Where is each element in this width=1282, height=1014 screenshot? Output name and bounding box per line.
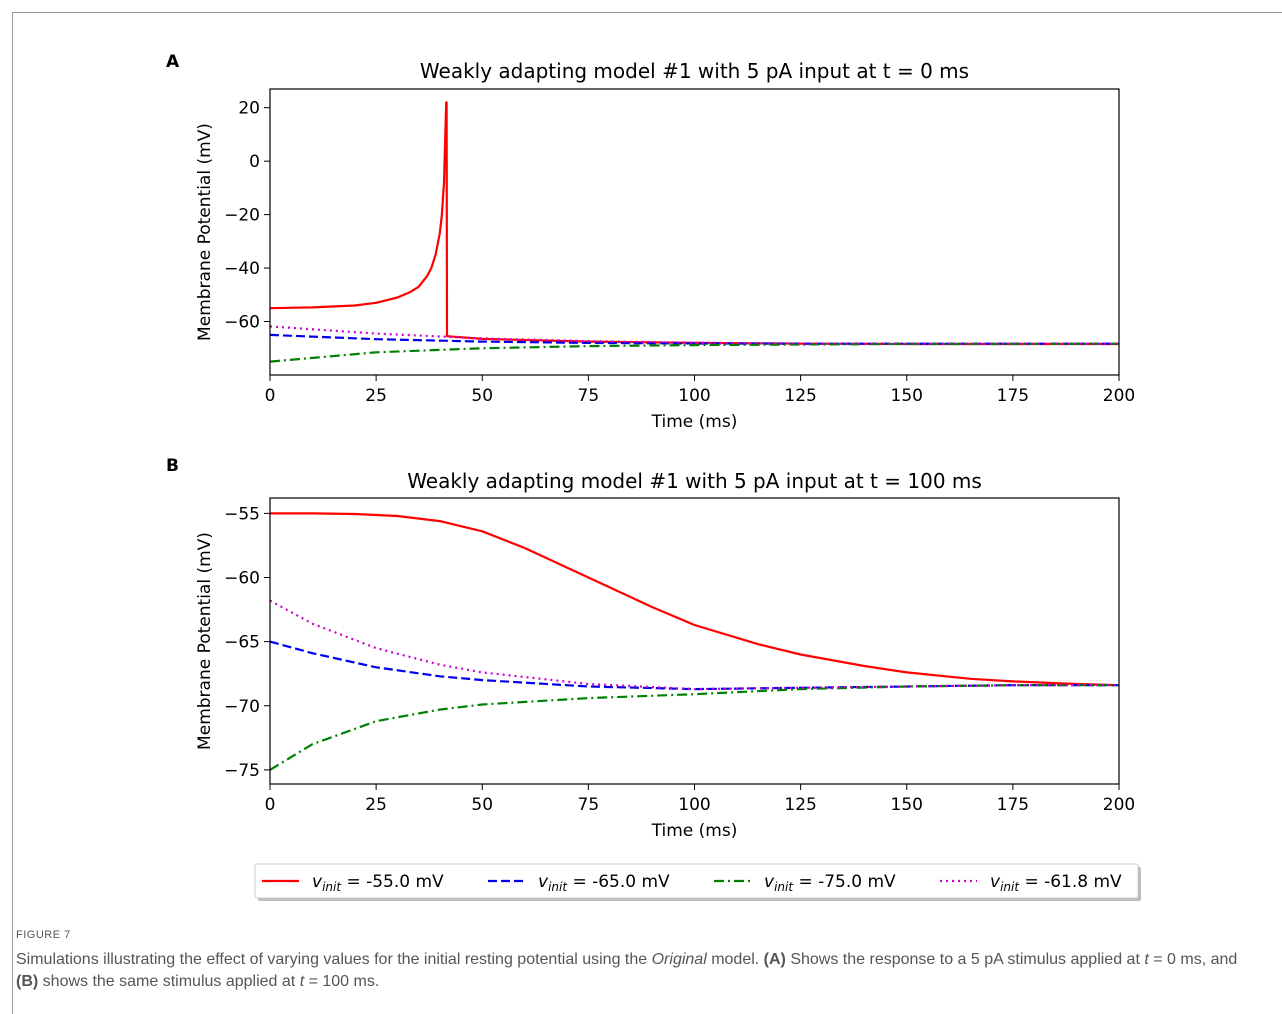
caption-bold-b: (B): [16, 973, 39, 990]
panel-b-series-2: [270, 684, 1119, 771]
caption-text-6: = 100 ms.: [304, 973, 380, 990]
panel-b-xtick-label: 75: [578, 795, 600, 815]
panel-a-series-2: [270, 342, 1119, 363]
panel-b-plot-frame: [269, 497, 1120, 785]
panel-a-ytick-label: 0: [249, 152, 260, 172]
legend-box: [254, 863, 1139, 899]
panel-b-series-3: [270, 599, 1119, 691]
caption-bold-a: (A): [763, 951, 786, 968]
panel-b-xlabel: Time (ms): [651, 821, 738, 841]
caption-text-1: Simulations illustrating the effect of v…: [16, 951, 652, 968]
panel-a-xtick-label: 25: [365, 386, 387, 406]
caption-text-5: shows the same stimulus applied at: [38, 973, 300, 990]
panel-a-xtick-label: 75: [578, 386, 600, 406]
panel-b-xtick-label: 25: [365, 795, 387, 815]
panel-b-ytick-label: −55: [224, 504, 260, 524]
panel-b-label: B: [166, 456, 179, 476]
panel-a-xtick-label: 0: [265, 386, 276, 406]
panel-b-xtick-label: 175: [997, 795, 1029, 815]
panel-b-ytick-label: −60: [224, 569, 260, 589]
panel-a-xtick-label: 50: [471, 386, 493, 406]
panel-a-series-3: [270, 325, 1119, 345]
panel-a-xtick-label: 125: [784, 386, 816, 406]
caption-italic: Original: [651, 951, 707, 968]
caption-text-4: = 0 ms, and: [1148, 951, 1238, 968]
panel-b-xtick-label: 100: [678, 795, 710, 815]
panel-a-ytick-label: −40: [224, 259, 260, 279]
caption-text-3: Shows the response to a 5 pA stimulus ap…: [785, 951, 1145, 968]
frame-border-top: [12, 12, 1282, 13]
panel-b-xtick-label: 125: [784, 795, 816, 815]
caption-t2: t: [299, 973, 305, 990]
panel-a-xtick-label: 175: [997, 386, 1029, 406]
legend-entry-1: vinit = -65.0 mV: [538, 872, 670, 894]
panel-a-plot-frame: [269, 88, 1120, 376]
panel-a-xtick-label: 100: [678, 386, 710, 406]
panel-a-ylabel: Membrane Potential (mV): [195, 123, 215, 341]
figure-label: FIGURE 7: [16, 929, 71, 941]
panel-b-series-1: [270, 640, 1119, 691]
panel-b-ytick-label: −65: [224, 633, 260, 653]
panel-b-series-0: [270, 512, 1119, 687]
legend-entry-0: vinit = -55.0 mV: [312, 872, 444, 894]
panel-a-label: A: [166, 52, 180, 72]
caption-text-2: model.: [706, 951, 764, 968]
panel-b-ylabel: Membrane Potential (mV): [195, 532, 215, 750]
panel-a-xlabel: Time (ms): [651, 412, 738, 432]
panel-a-ytick-label: −20: [224, 206, 260, 226]
panel-b-xtick-label: 200: [1103, 795, 1135, 815]
panel-a-ytick-label: −60: [224, 313, 260, 333]
panel-a-xtick-label: 150: [891, 386, 923, 406]
panel-b-xtick-label: 0: [265, 795, 276, 815]
figure-svg: A Weakly adapting model #1 with 5 pA inpu…: [166, 52, 1141, 901]
panel-b-title: Weakly adapting model #1 with 5 pA input…: [407, 469, 982, 493]
frame-border-left: [12, 12, 13, 1014]
panel-b-ytick-label: −75: [224, 761, 260, 781]
legend-entry-3: vinit = -61.8 mV: [990, 872, 1122, 894]
legend-entry-2: vinit = -75.0 mV: [764, 872, 896, 894]
panel-a-title: Weakly adapting model #1 with 5 pA input…: [420, 59, 969, 83]
panel-b-xtick-label: 50: [471, 795, 493, 815]
panel-a-xtick-label: 200: [1103, 386, 1135, 406]
figure-caption: Simulations illustrating the effect of v…: [16, 949, 1256, 993]
caption-t1: t: [1144, 951, 1149, 968]
panel-b-xtick-label: 150: [891, 795, 923, 815]
panel-b-ytick-label: −70: [224, 697, 260, 717]
panel-a-ytick-label: 20: [238, 99, 260, 119]
panel-a-series-0: [270, 101, 1119, 346]
